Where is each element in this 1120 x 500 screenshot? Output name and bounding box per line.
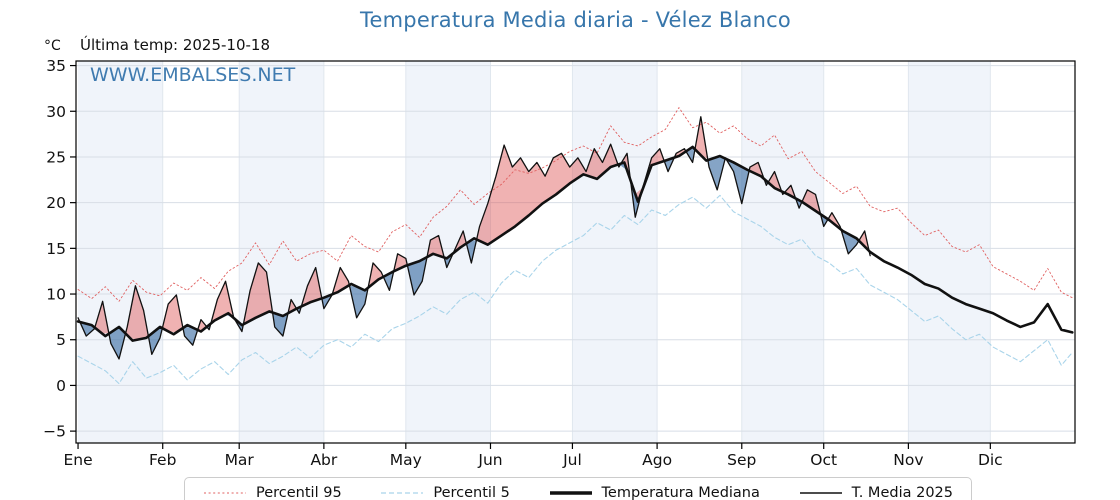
legend-label: Temperatura Mediana [601,485,760,500]
svg-text:Feb: Feb [149,451,176,469]
svg-text:20: 20 [46,194,66,212]
svg-text:15: 15 [46,240,66,258]
legend-label: T. Media 2025 [851,485,953,500]
svg-text:Ene: Ene [63,451,92,469]
percentil-5-line-icon [380,489,424,497]
svg-text:Jun: Jun [477,451,502,469]
svg-text:Mar: Mar [225,451,255,469]
svg-text:30: 30 [46,103,66,121]
y-axis-unit-label: °C [44,38,61,54]
svg-text:Abr: Abr [310,451,337,469]
chart-title: Temperatura Media diaria - Vélez Blanco [360,8,791,32]
svg-text:Jul: Jul [562,451,582,469]
svg-text:0: 0 [56,377,66,395]
legend-item-t-media-2025: T. Media 2025 [799,485,953,500]
svg-text:35: 35 [46,57,66,75]
svg-text:25: 25 [46,148,66,166]
chart-legend: Percentil 95 Percentil 5 Temperatura Med… [184,477,972,500]
svg-text:Ago: Ago [642,451,672,469]
percentil-95-line-icon [203,489,247,497]
svg-text:Nov: Nov [893,451,923,469]
legend-label: Percentil 95 [256,485,342,500]
svg-text:−5: −5 [43,423,66,441]
temperatura-mediana-line-icon [549,489,593,497]
legend-label: Percentil 5 [433,485,510,500]
svg-text:Sep: Sep [727,451,756,469]
embalses-watermark: WWW.EMBALSES.NET [90,64,296,86]
svg-text:Dic: Dic [978,451,1003,469]
legend-item-temperatura-mediana: Temperatura Mediana [549,485,760,500]
svg-text:Oct: Oct [810,451,837,469]
svg-text:10: 10 [46,286,66,304]
legend-item-percentil-95: Percentil 95 [203,485,342,500]
last-temp-annotation: Última temp: 2025-10-18 [80,36,271,54]
svg-text:5: 5 [56,331,66,349]
t-media-2025-line-icon [799,489,843,497]
svg-text:May: May [390,451,422,469]
legend-item-percentil-5: Percentil 5 [380,485,510,500]
